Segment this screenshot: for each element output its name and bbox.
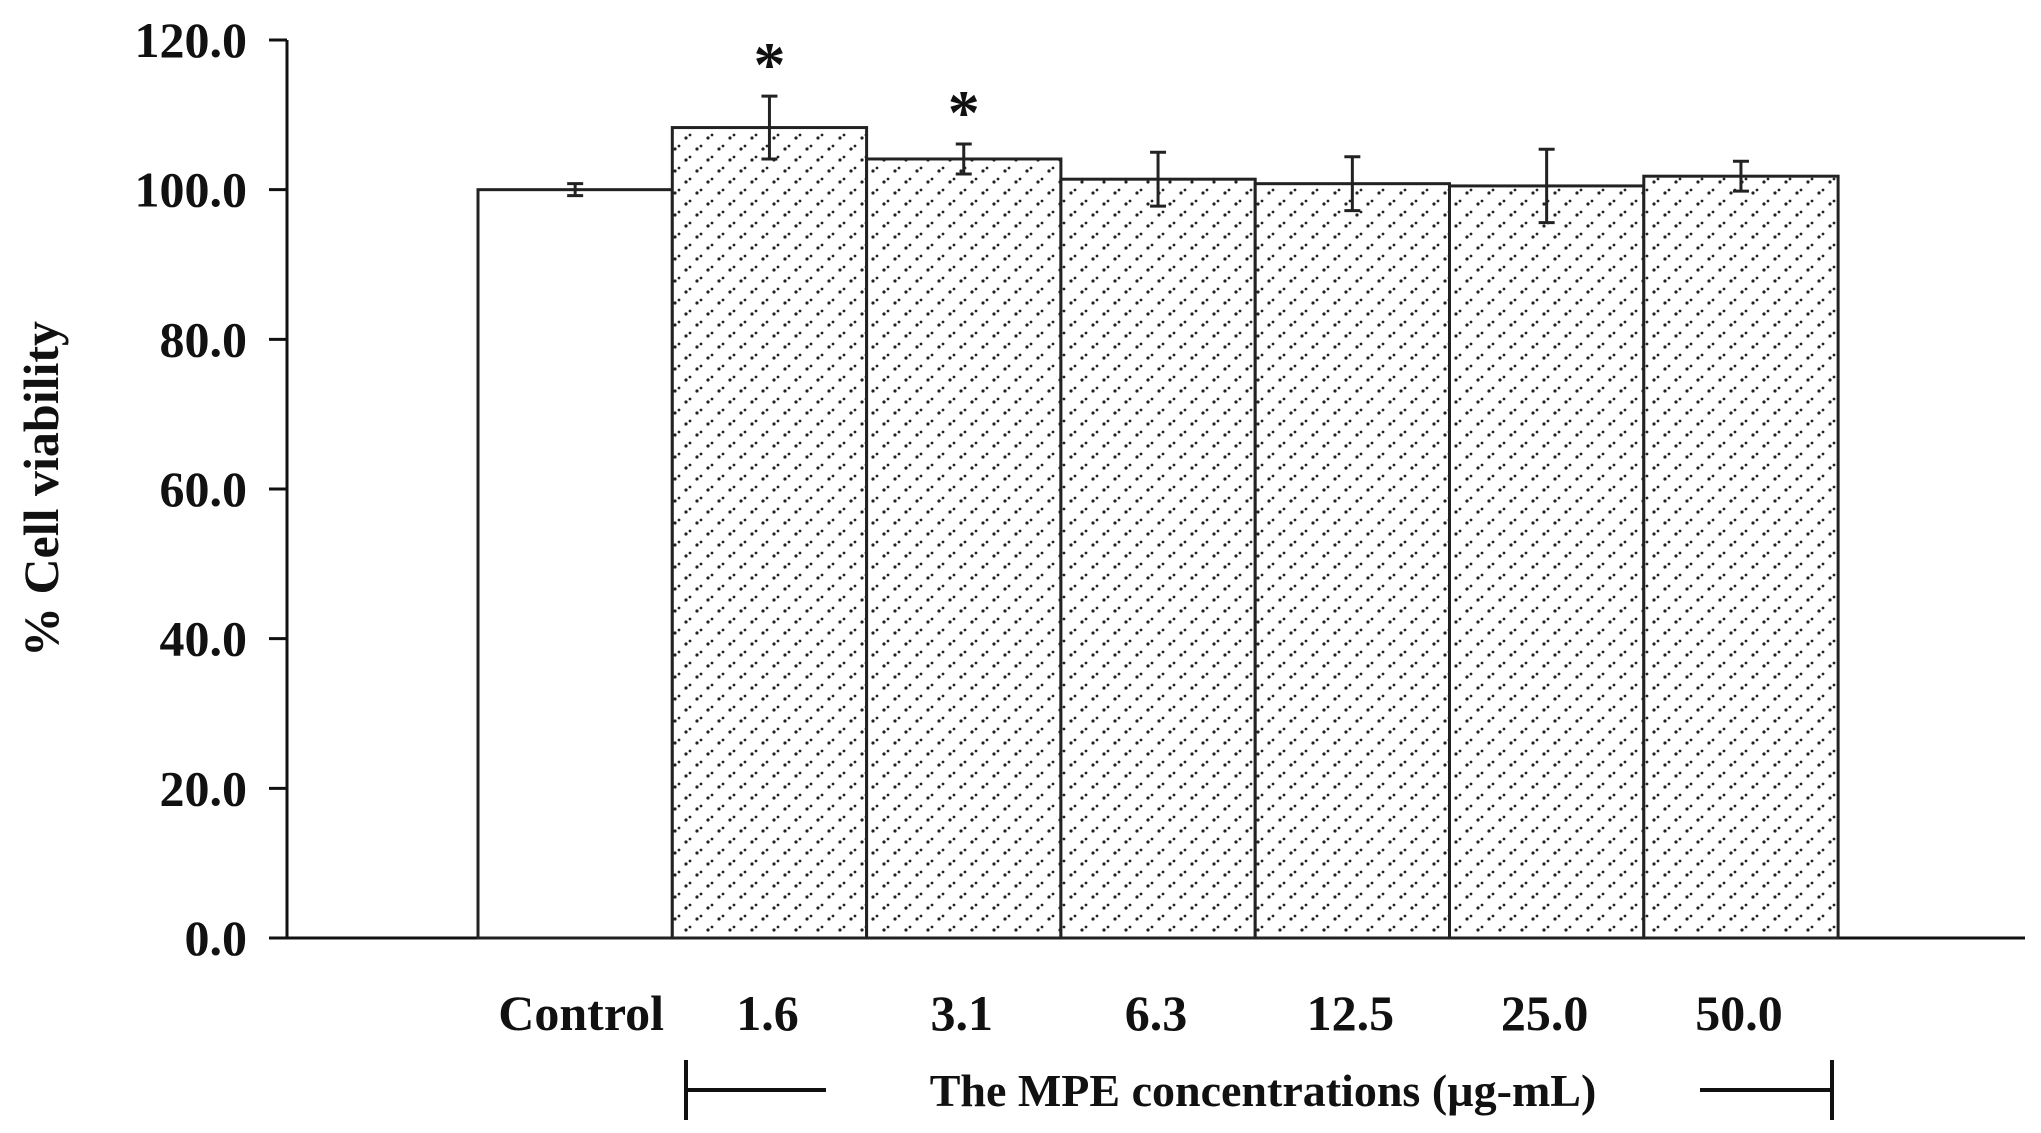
- y-tick-label: 80.0: [160, 311, 248, 367]
- y-tick-label: 120.0: [135, 12, 248, 68]
- x-axis-categories: Control 1.6 3.1 6.3 12.5 25.0 50.0: [498, 985, 1782, 1041]
- x-axis-title: The MPE concentrations (µg-mL): [930, 1065, 1597, 1116]
- bar-6-3: [1059, 177, 1257, 940]
- y-axis-title: % Cell viability: [13, 321, 69, 657]
- bar-12-5: [1253, 182, 1451, 940]
- y-axis-ticks: 0.0 20.0 40.0 60.0 80.0 100.0 120.0: [135, 12, 287, 966]
- x-category-label: 25.0: [1501, 985, 1589, 1041]
- bar-1-6: [670, 126, 869, 940]
- y-tick-label: 0.0: [185, 910, 248, 966]
- bars-group: [476, 126, 1840, 940]
- y-tick-label: 20.0: [160, 760, 248, 816]
- y-tick-label: 60.0: [160, 461, 248, 517]
- x-category-label: 6.3: [1125, 985, 1188, 1041]
- x-category-label: 50.0: [1695, 985, 1783, 1041]
- bar-25-0: [1448, 184, 1646, 940]
- x-category-label: 1.6: [736, 985, 799, 1041]
- significance-asterisk: *: [753, 29, 785, 100]
- bar-3-1: [865, 157, 1063, 940]
- y-tick-label: 40.0: [160, 611, 248, 667]
- concentration-bracket: The MPE concentrations (µg-mL): [684, 1060, 1834, 1120]
- x-category-label: Control: [498, 985, 664, 1041]
- error-bars-group: [567, 94, 1749, 225]
- x-category-label: 3.1: [931, 985, 994, 1041]
- y-tick-label: 100.0: [135, 162, 248, 218]
- significance-markers: **: [753, 29, 979, 148]
- significance-asterisk: *: [948, 77, 980, 148]
- bar-50-0: [1642, 174, 1840, 940]
- x-category-label: 12.5: [1307, 985, 1395, 1041]
- bar-control: [476, 188, 674, 940]
